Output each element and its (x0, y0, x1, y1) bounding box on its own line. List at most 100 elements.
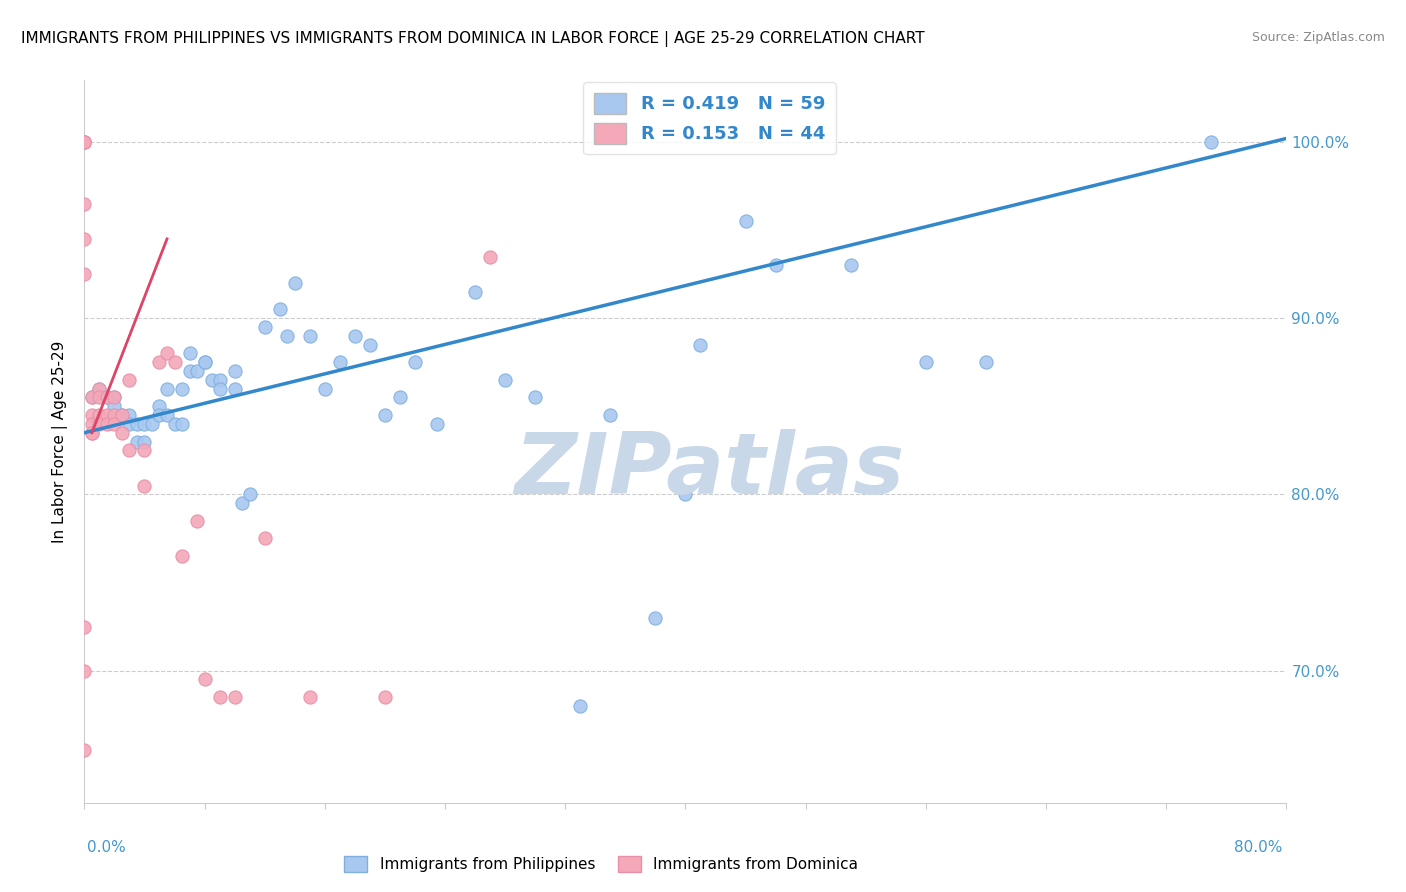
Point (80, 391, 103, 405)
Point (111, 425, 134, 440)
Point (89, 417, 111, 431)
Point (118, 417, 141, 431)
Point (839, 258, 862, 272)
Point (224, 690, 246, 704)
Text: Source: ZipAtlas.com: Source: ZipAtlas.com (1251, 31, 1385, 45)
Point (239, 487, 262, 501)
Point (170, 417, 193, 431)
Point (134, 478, 156, 492)
Text: ZIPatlas: ZIPatlas (515, 429, 904, 512)
Point (111, 408, 134, 422)
Point (73, 619, 96, 633)
Point (284, 276, 307, 290)
Point (73, 743, 96, 757)
Point (103, 391, 125, 405)
Point (186, 364, 208, 378)
Point (1201, 135, 1223, 149)
Point (186, 514, 208, 528)
Point (524, 391, 547, 405)
Point (675, 487, 697, 501)
Point (599, 408, 621, 422)
Point (134, 417, 156, 431)
Point (644, 611, 666, 625)
Point (73, 232, 96, 246)
Point (89, 382, 111, 396)
Point (974, 355, 997, 369)
Point (194, 355, 217, 369)
Point (96, 391, 118, 405)
Point (73, 267, 96, 281)
Point (73, 135, 96, 149)
Point (298, 328, 321, 343)
Point (298, 690, 321, 704)
Point (464, 285, 486, 299)
Point (359, 337, 381, 351)
Point (426, 417, 449, 431)
Text: IMMIGRANTS FROM PHILIPPINES VS IMMIGRANTS FROM DOMINICA IN LABOR FORCE | AGE 25-: IMMIGRANTS FROM PHILIPPINES VS IMMIGRANT… (21, 31, 925, 47)
Point (103, 391, 125, 405)
Point (374, 690, 396, 704)
Point (118, 408, 141, 422)
Point (734, 214, 756, 228)
Point (388, 391, 411, 405)
Point (103, 399, 125, 413)
Point (103, 408, 125, 422)
Point (231, 496, 253, 510)
Point (224, 364, 246, 378)
Point (80, 425, 103, 440)
Point (329, 355, 352, 369)
Point (494, 373, 516, 387)
Point (125, 417, 148, 431)
Point (201, 373, 224, 387)
Point (73, 135, 96, 149)
Point (73, 135, 96, 149)
Point (170, 549, 193, 563)
Point (915, 355, 938, 369)
Point (118, 443, 141, 458)
Point (569, 698, 592, 713)
Point (148, 355, 170, 369)
Point (80, 408, 103, 422)
Point (148, 399, 170, 413)
Point (96, 417, 118, 431)
Text: 80.0%: 80.0% (1234, 840, 1282, 855)
Point (80, 425, 103, 440)
Point (134, 434, 156, 449)
Point (404, 355, 426, 369)
Point (253, 320, 276, 334)
Point (148, 408, 170, 422)
Point (194, 355, 217, 369)
Legend: R = 0.419   N = 59, R = 0.153   N = 44: R = 0.419 N = 59, R = 0.153 N = 44 (583, 82, 837, 154)
Point (314, 382, 336, 396)
Point (156, 408, 179, 422)
Point (179, 346, 201, 360)
Point (80, 417, 103, 431)
Point (765, 258, 787, 272)
Point (163, 355, 186, 369)
Point (134, 443, 156, 458)
Point (125, 434, 148, 449)
Point (179, 364, 201, 378)
Point (73, 664, 96, 678)
Point (208, 382, 231, 396)
Point (118, 373, 141, 387)
Point (103, 417, 125, 431)
Point (689, 337, 711, 351)
Point (224, 382, 246, 396)
Point (73, 196, 96, 211)
Point (194, 673, 217, 687)
Point (80, 391, 103, 405)
Point (156, 346, 179, 360)
Point (253, 532, 276, 546)
Point (96, 408, 118, 422)
Point (89, 408, 111, 422)
Point (276, 328, 298, 343)
Y-axis label: In Labor Force | Age 25-29: In Labor Force | Age 25-29 (52, 341, 69, 542)
Text: 0.0%: 0.0% (87, 840, 127, 855)
Point (156, 382, 179, 396)
Point (111, 408, 134, 422)
Point (343, 328, 366, 343)
Point (208, 373, 231, 387)
Point (141, 417, 163, 431)
Point (89, 382, 111, 396)
